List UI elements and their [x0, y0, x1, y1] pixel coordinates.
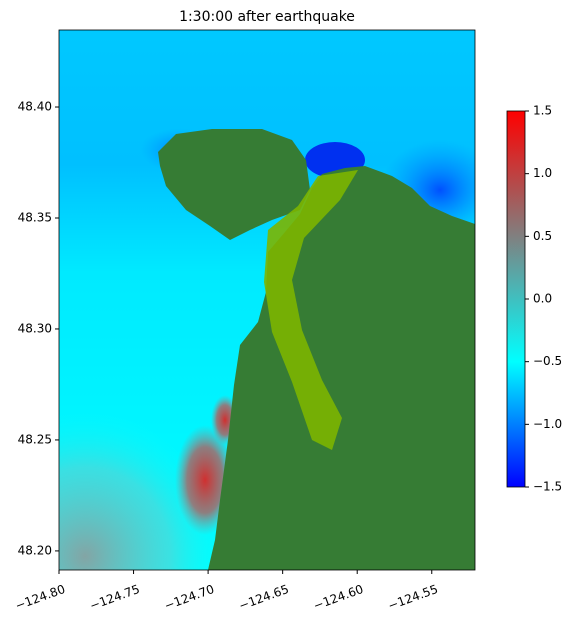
x-tick-label: −124.65 [237, 582, 291, 613]
x-tick-label: −124.80 [13, 582, 67, 613]
chart-title: 1:30:00 after earthquake [179, 9, 355, 25]
x-tick-label: −124.55 [386, 582, 440, 613]
y-tick-label: 48.35 [18, 210, 52, 224]
x-tick-label: −124.70 [162, 582, 216, 613]
plot-frame [58, 29, 476, 571]
colorbar-tick-label: −1.0 [533, 417, 562, 431]
colorbar [506, 110, 526, 488]
colorbar-tick-label: 1.0 [533, 166, 552, 180]
x-tick-label: −124.60 [312, 582, 366, 613]
colorbar-tick-label: −0.5 [533, 354, 562, 368]
x-tick-label: −124.75 [88, 582, 142, 613]
colorbar-tick-label: −1.5 [533, 480, 562, 494]
y-tick-label: 48.20 [18, 543, 52, 557]
y-tick-label: 48.25 [18, 432, 52, 446]
colorbar-tick-label: 0.0 [533, 292, 552, 306]
y-tick-label: 48.30 [18, 321, 52, 335]
map-image [59, 30, 475, 570]
y-tick-label: 48.40 [18, 100, 52, 114]
colorbar-tick-label: 1.5 [533, 104, 552, 118]
colorbar-tick-label: 0.5 [533, 229, 552, 243]
